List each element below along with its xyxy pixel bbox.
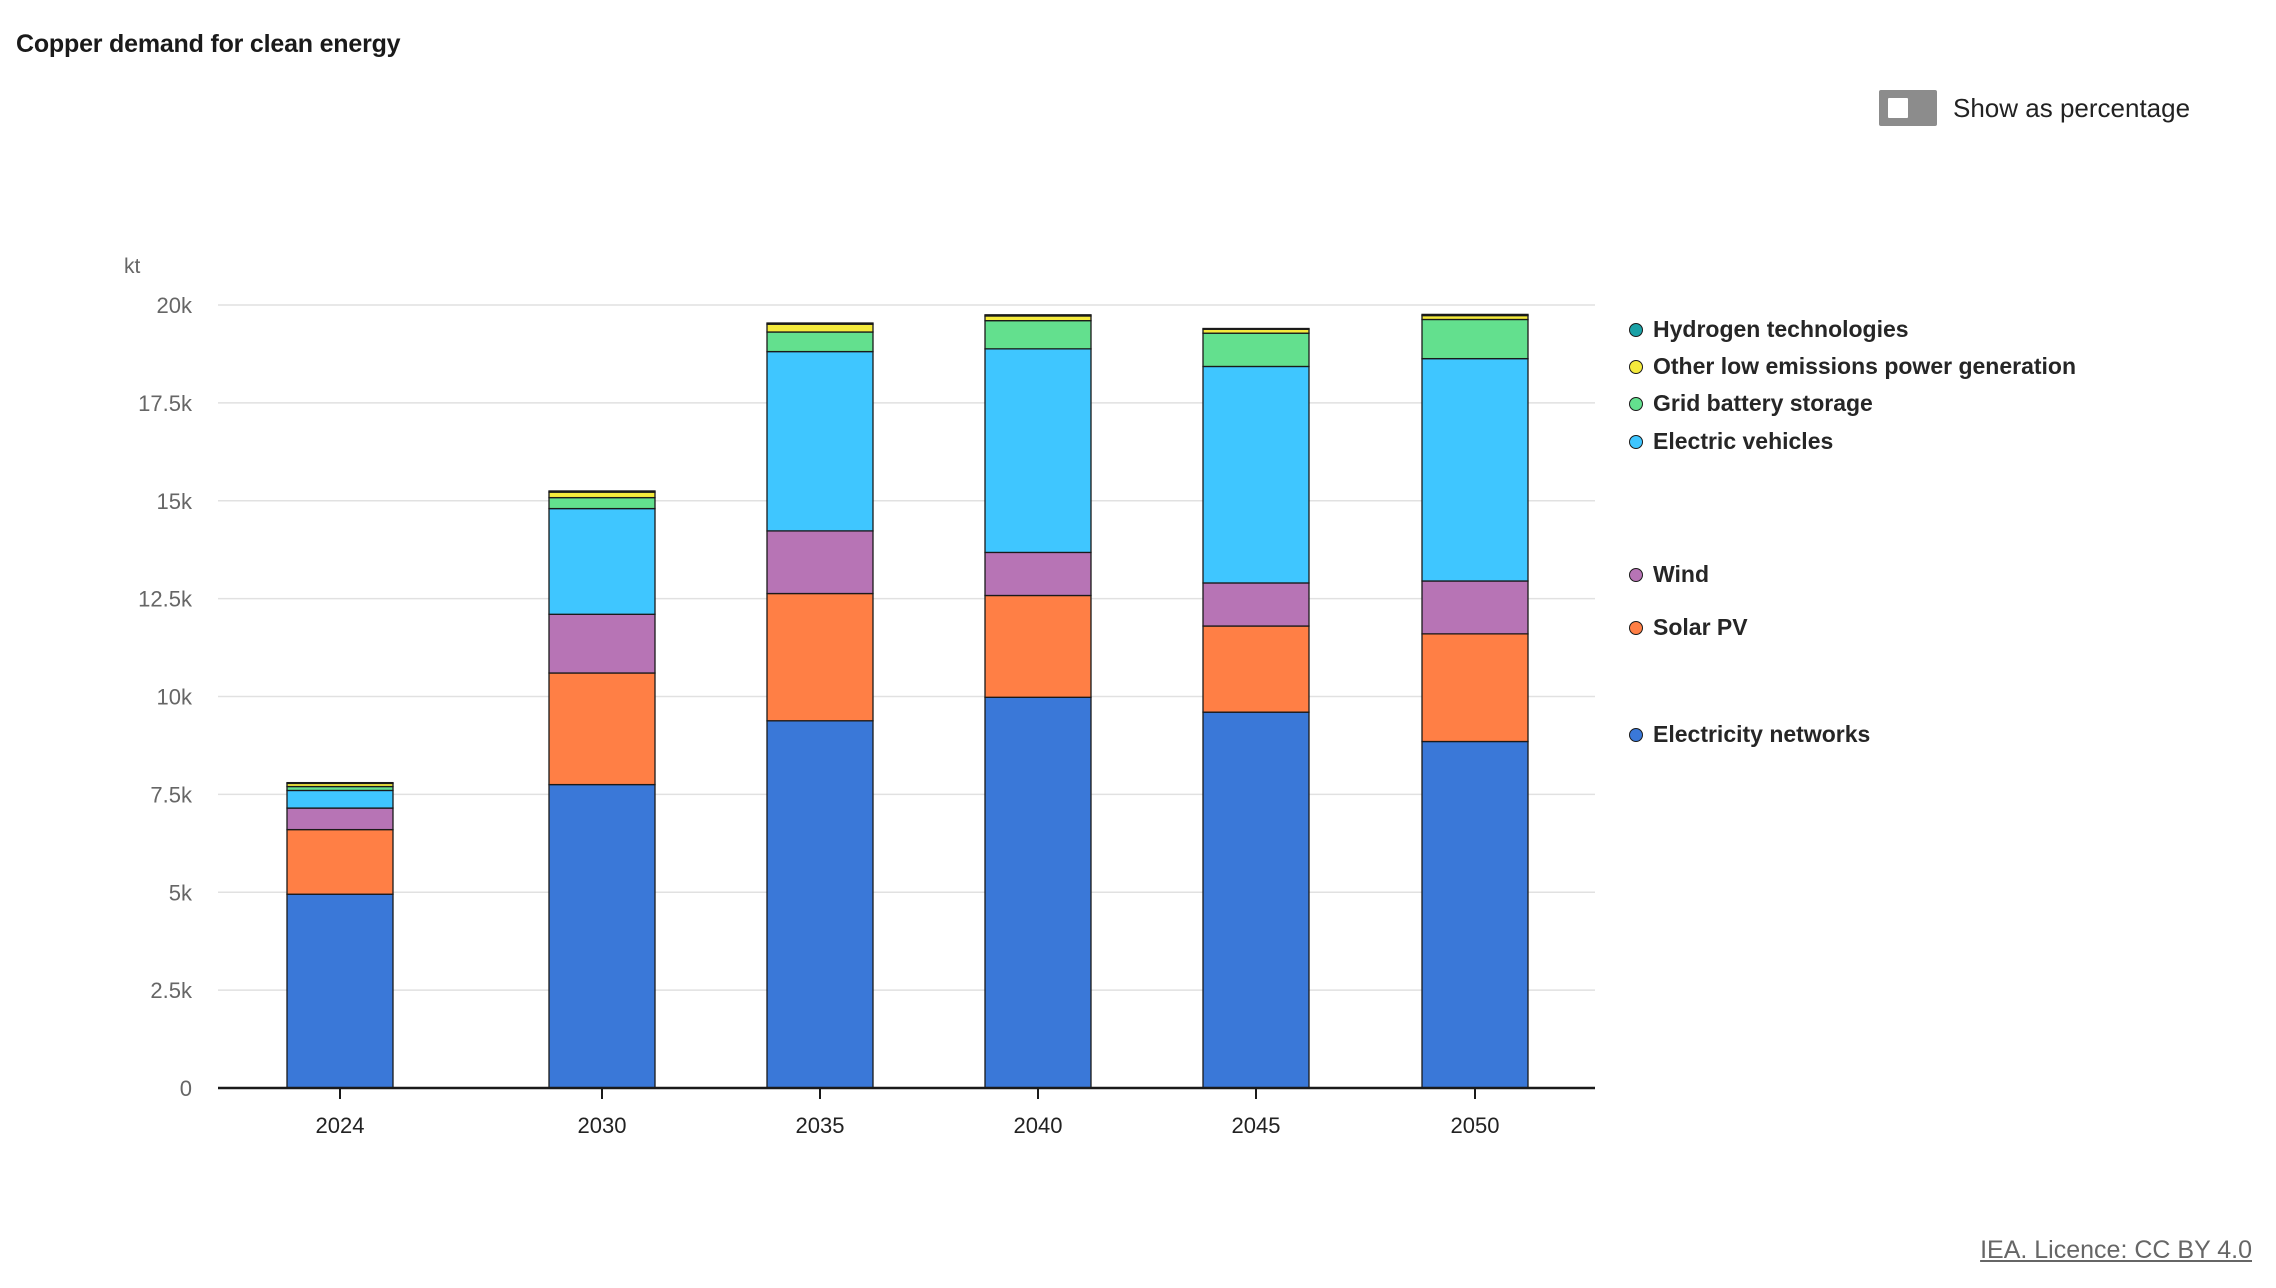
x-tick-label: 2024 xyxy=(316,1113,365,1138)
legend-dot-icon xyxy=(1629,322,1643,337)
legend-dot-icon xyxy=(1629,727,1643,742)
bar-segment-solar-pv xyxy=(1202,625,1310,713)
bar-segment-grid-battery-storage xyxy=(1202,332,1310,368)
legend-label: Grid battery storage xyxy=(1653,390,1873,416)
bar-segment-other-low-emissions-power-generation xyxy=(984,315,1092,322)
legend-dot-icon xyxy=(1629,567,1643,582)
legend-label: Hydrogen technologies xyxy=(1653,316,1909,342)
y-tick-label: 20k xyxy=(157,293,193,318)
x-tick-label: 2035 xyxy=(796,1113,845,1138)
bar-segment-hydrogen-technologies xyxy=(286,781,394,785)
bar-segment-wind xyxy=(984,551,1092,597)
bar-segment-wind xyxy=(766,530,874,595)
legend-label: Electric vehicles xyxy=(1653,428,1834,454)
bar-segment-electricity-networks xyxy=(548,783,656,1089)
bar-segment-solar-pv xyxy=(286,828,394,895)
bar-segment-electricity-networks xyxy=(1421,740,1529,1089)
bar-segment-solar-pv xyxy=(766,592,874,722)
y-tick-label: 0 xyxy=(180,1076,192,1101)
bar-segment-hydrogen-technologies xyxy=(1421,313,1529,317)
y-tick-label: 2.5k xyxy=(150,978,193,1003)
bar-segment-hydrogen-technologies xyxy=(548,490,656,493)
legend-dot-icon xyxy=(1629,434,1643,449)
legend-label: Wind xyxy=(1653,561,1709,587)
y-tick-label: 10k xyxy=(157,685,193,710)
legend-label: Other low emissions power generation xyxy=(1653,353,2077,379)
bar-segment-electric-vehicles xyxy=(984,348,1092,554)
bar-segment-hydrogen-technologies xyxy=(1202,327,1310,330)
bar-segment-electric-vehicles xyxy=(548,507,656,615)
bar-segment-solar-pv xyxy=(984,594,1092,698)
legend-dot-icon xyxy=(1629,620,1643,635)
bar-segment-electric-vehicles xyxy=(1421,357,1529,582)
chart-legend: Hydrogen technologies Other low emission… xyxy=(1629,0,2269,800)
x-tick-label: 2030 xyxy=(578,1113,627,1138)
bar-segment-grid-battery-storage xyxy=(984,320,1092,350)
x-tick-label: 2050 xyxy=(1451,1113,1500,1138)
legend-item-other-low-emissions[interactable]: Other low emissions power generation xyxy=(1629,353,2076,380)
bar-segment-electric-vehicles xyxy=(766,350,874,532)
legend-item-electric-vehicles[interactable]: Electric vehicles xyxy=(1629,428,1833,455)
bar-segment-hydrogen-technologies xyxy=(984,314,1092,317)
y-tick-label: 12.5k xyxy=(138,587,193,612)
legend-item-solar-pv[interactable]: Solar PV xyxy=(1629,614,1748,641)
bar-segment-electricity-networks xyxy=(286,893,394,1089)
y-tick-label: 5k xyxy=(169,880,193,905)
bar-segment-electricity-networks xyxy=(984,696,1092,1089)
bar-segment-electricity-networks xyxy=(1202,711,1310,1089)
bar-segment-electric-vehicles xyxy=(286,789,394,809)
bar-segment-grid-battery-storage xyxy=(766,331,874,353)
bar-segment-solar-pv xyxy=(1421,633,1529,743)
legend-item-grid-battery-storage[interactable]: Grid battery storage xyxy=(1629,390,1873,417)
x-tick-label: 2040 xyxy=(1014,1113,1063,1138)
bar-segment-electricity-networks xyxy=(766,720,874,1089)
bar-segment-wind xyxy=(548,613,656,674)
bar-segment-grid-battery-storage xyxy=(1421,318,1529,360)
bar-segment-hydrogen-technologies xyxy=(766,322,874,325)
y-axis-unit-label: kt xyxy=(124,255,141,278)
y-tick-label: 17.5k xyxy=(138,391,193,416)
toggle-knob xyxy=(1888,98,1908,118)
toggle-label: Show as percentage xyxy=(1953,92,2191,123)
legend-dot-icon xyxy=(1629,396,1643,411)
legend-item-hydrogen-technologies[interactable]: Hydrogen technologies xyxy=(1629,316,1909,343)
legend-label: Electricity networks xyxy=(1653,721,1871,747)
bar-segment-other-low-emissions-power-generation xyxy=(548,491,656,499)
chart-title: Copper demand for clean energy xyxy=(16,30,401,58)
bar-segment-other-low-emissions-power-generation xyxy=(766,323,874,333)
stacked-bar-chart: kt 0 2.5k 5k 7.5k 10k 12.5k 15k 17.5k 20k 2024 2030… xyxy=(124,255,1595,1138)
bar-segment-wind xyxy=(1202,582,1310,627)
bar-segment-grid-battery-storage xyxy=(548,496,656,510)
y-tick-label: 7.5k xyxy=(150,782,193,807)
bar-segment-electric-vehicles xyxy=(1202,365,1310,584)
legend-item-electricity-networks[interactable]: Electricity networks xyxy=(1629,721,1870,748)
legend-dot-icon xyxy=(1629,359,1643,374)
licence-link[interactable]: IEA. Licence: CC BY 4.0 xyxy=(1980,1236,2252,1264)
legend-label: Solar PV xyxy=(1653,614,1748,640)
percentage-toggle[interactable]: Show as percentage xyxy=(1879,90,2190,126)
bar-segment-wind xyxy=(286,807,394,831)
bar-segment-wind xyxy=(1421,580,1529,635)
x-tick-label: 2045 xyxy=(1232,1113,1281,1138)
legend-item-wind[interactable]: Wind xyxy=(1629,561,1709,588)
bar-segment-solar-pv xyxy=(548,672,656,786)
y-tick-label: 15k xyxy=(157,489,193,514)
toggle-switch[interactable] xyxy=(1879,90,1937,126)
